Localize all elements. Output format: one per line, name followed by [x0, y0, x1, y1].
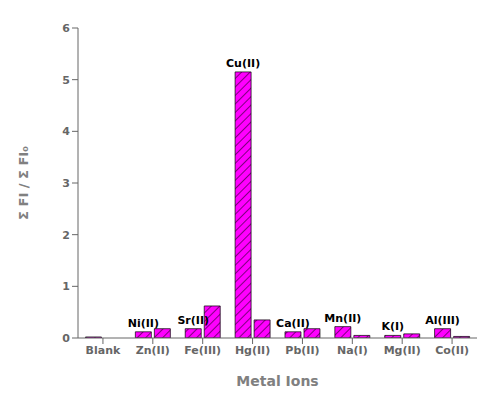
svg-text:Al(III): Al(III) — [425, 314, 460, 327]
svg-text:Metal Ions: Metal Ions — [236, 373, 318, 389]
svg-text:Sr(II): Sr(II) — [177, 314, 209, 327]
svg-text:Hg(II): Hg(II) — [235, 344, 270, 357]
svg-text:Co(II): Co(II) — [435, 344, 469, 357]
svg-text:Σ FI / Σ FI₀: Σ FI / Σ FI₀ — [16, 146, 31, 220]
svg-text:Ni(II): Ni(II) — [128, 317, 159, 330]
svg-text:Ca(II): Ca(II) — [276, 317, 310, 330]
svg-text:K(I): K(I) — [381, 320, 404, 333]
svg-text:Mn(II): Mn(II) — [324, 312, 361, 325]
svg-text:4: 4 — [62, 125, 70, 138]
svg-text:5: 5 — [62, 74, 70, 87]
svg-text:Zn(II): Zn(II) — [136, 344, 170, 357]
svg-text:Mg(II): Mg(II) — [384, 344, 421, 357]
svg-text:6: 6 — [62, 22, 70, 35]
svg-text:0: 0 — [62, 332, 70, 345]
svg-text:3: 3 — [62, 177, 70, 190]
svg-text:Cu(II): Cu(II) — [226, 57, 260, 70]
svg-text:Pb(II): Pb(II) — [285, 344, 319, 357]
svg-text:Fe(III): Fe(III) — [184, 344, 221, 357]
svg-text:Blank: Blank — [86, 344, 121, 357]
svg-text:2: 2 — [62, 229, 70, 242]
svg-text:1: 1 — [62, 280, 70, 293]
svg-text:Na(I): Na(I) — [337, 344, 368, 357]
